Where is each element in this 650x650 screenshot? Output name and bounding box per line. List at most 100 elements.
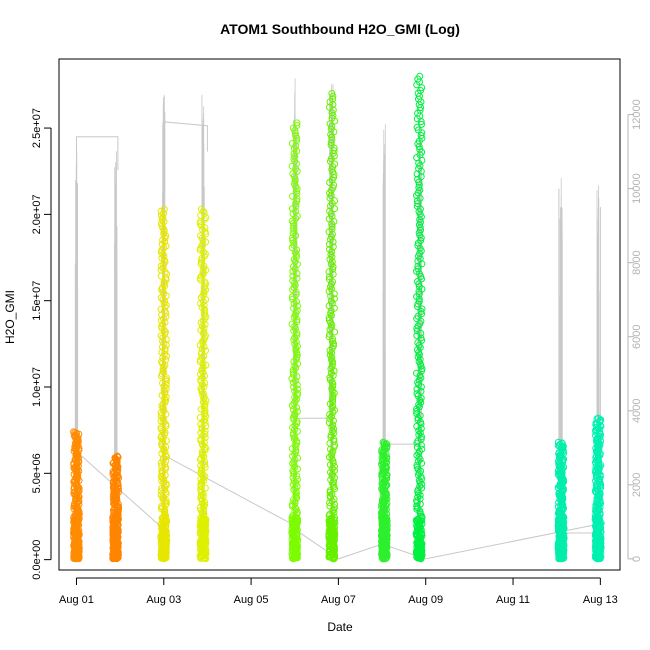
data-point: [329, 447, 337, 455]
data-point: [113, 553, 121, 561]
data-point: [289, 267, 297, 275]
data-point: [109, 549, 117, 557]
data-point: [327, 519, 335, 527]
data-point: [113, 452, 121, 460]
x-tick-label: Aug 01: [59, 594, 94, 606]
point-cluster: [377, 438, 391, 563]
y2-tick-label: 6000: [631, 324, 643, 348]
data-point: [327, 524, 334, 532]
data-point: [159, 435, 167, 443]
data-point: [201, 400, 209, 408]
data-point: [380, 551, 388, 559]
data-point: [331, 467, 338, 474]
data-point: [289, 460, 297, 467]
data-point: [161, 451, 169, 459]
data-point: [416, 429, 424, 437]
data-point: [330, 147, 338, 155]
data-point: [330, 429, 338, 437]
data-point: [291, 177, 299, 185]
data-point: [294, 385, 301, 393]
data-point: [202, 412, 210, 420]
data-point: [162, 242, 170, 250]
points-layer: [70, 72, 605, 563]
data-point: [330, 173, 338, 181]
data-point: [326, 551, 334, 559]
data-point: [290, 327, 298, 335]
data-point: [329, 393, 337, 401]
data-point: [326, 487, 334, 495]
data-point: [290, 383, 298, 391]
point-cluster: [157, 205, 171, 563]
data-point: [417, 387, 425, 395]
data-point: [289, 370, 297, 378]
data-point: [413, 497, 421, 505]
data-point: [74, 516, 82, 524]
data-point: [292, 479, 300, 487]
data-point: [158, 370, 166, 378]
data-point: [201, 407, 209, 415]
data-point: [329, 371, 337, 379]
data-point: [325, 419, 333, 427]
data-point: [289, 295, 297, 303]
data-point: [328, 490, 336, 498]
data-point: [292, 345, 300, 352]
data-point: [198, 440, 206, 448]
data-point: [293, 137, 300, 145]
data-point: [113, 549, 121, 557]
data-point: [593, 415, 601, 423]
data-point: [379, 554, 387, 562]
data-point: [288, 515, 296, 523]
data-point: [201, 446, 209, 454]
data-point: [291, 484, 299, 492]
secondary-line-segment: [296, 96, 331, 419]
data-point: [593, 534, 601, 542]
x-tick-label: Aug 07: [321, 594, 356, 606]
data-point: [158, 530, 166, 538]
data-point: [197, 205, 205, 213]
data-point: [290, 222, 298, 230]
point-cluster: [412, 72, 426, 563]
data-point: [329, 536, 337, 544]
data-point: [413, 502, 421, 510]
data-point: [326, 415, 334, 423]
data-point: [593, 515, 601, 523]
data-point: [416, 355, 424, 363]
data-point: [157, 266, 165, 274]
data-point: [114, 550, 122, 558]
data-point: [330, 425, 338, 433]
data-point: [415, 536, 423, 544]
data-point: [198, 374, 206, 382]
data-point: [418, 514, 426, 522]
data-point: [197, 244, 205, 252]
data-point: [289, 554, 297, 562]
data-point: [197, 319, 205, 326]
data-point: [162, 301, 170, 309]
data-point: [413, 410, 421, 417]
data-point: [331, 519, 339, 527]
data-point: [157, 305, 165, 313]
data-point: [289, 414, 297, 422]
data-point: [597, 528, 605, 536]
data-point: [594, 414, 602, 422]
data-point: [330, 295, 338, 303]
data-point: [380, 515, 388, 523]
data-point: [110, 478, 118, 485]
data-point: [418, 120, 425, 128]
data-point: [199, 337, 207, 345]
point-cluster: [70, 428, 83, 563]
data-point: [379, 438, 387, 446]
data-point: [292, 291, 300, 299]
data-point: [293, 408, 301, 416]
data-point: [159, 438, 166, 446]
data-point: [162, 437, 170, 445]
data-point: [292, 202, 300, 210]
data-point: [554, 438, 562, 446]
data-point: [198, 272, 205, 280]
data-point: [330, 417, 337, 425]
data-point: [71, 547, 79, 555]
data-point: [201, 537, 209, 545]
data-point: [288, 205, 296, 213]
y-tick-label: 2.5e+07: [31, 108, 43, 148]
data-point: [330, 509, 338, 517]
